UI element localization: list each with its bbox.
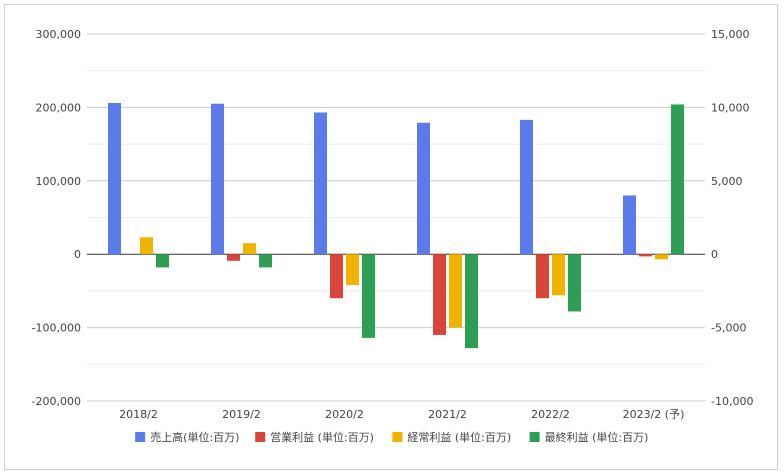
bar [108,102,121,255]
legend-label: 営業利益 (単位:百万) [270,430,374,444]
legend: 売上高(単位:百万) 営業利益 (単位:百万) 経常利益 (単位:百万) 最終利益 (… [135,430,648,444]
bar [156,254,169,268]
left-axis-ticks: -200,000 -100,000 0 100,000 200,000 300,000 [32,28,81,408]
x-tick-label: 2019/2 [222,408,261,421]
bars [108,102,684,349]
right-tick-label: -5,000 [711,322,746,335]
x-tick-label: 2023/2 (予) [623,408,685,421]
x-tick-label: 2021/2 [428,408,467,421]
bar [671,104,684,255]
bar [465,254,478,349]
gridlines [87,33,705,402]
right-tick-label: 5,000 [711,175,743,188]
bar [552,254,565,296]
bar [259,254,272,268]
bar [330,254,343,299]
legend-swatch [255,432,266,442]
x-tick-label: 2018/2 [119,408,158,421]
bar [140,237,153,255]
chart-frame: -200,000 -100,000 0 100,000 200,000 300,000 -… [4,4,778,470]
bar [433,254,446,335]
bar [536,254,549,299]
legend-swatch [392,432,403,442]
bar [211,103,224,255]
left-tick-label: 0 [74,248,81,261]
right-tick-label: 10,000 [711,101,750,114]
left-tick-label: 300,000 [36,28,82,41]
bar [568,254,581,312]
bar [449,254,462,328]
x-tick-label: 2022/2 [531,408,570,421]
right-tick-label: 15,000 [711,28,750,41]
bar [314,112,327,255]
left-tick-label: 200,000 [36,101,82,114]
x-axis-ticks: 2018/2 2019/2 2020/2 2021/2 2022/2 2023/2 (予) [119,408,684,421]
left-tick-label: -100,000 [32,322,81,335]
bar [227,254,240,261]
bar [362,254,375,338]
legend-swatch [529,432,540,442]
bar [243,243,256,255]
left-tick-label: -200,000 [32,395,81,408]
legend-label: 売上高(単位:百万) [150,430,239,444]
legend-label: 経常利益 (単位:百万) [407,430,511,444]
legend-label: 最終利益 (単位:百万) [545,430,649,444]
x-tick-label: 2020/2 [325,408,364,421]
bar [639,254,652,257]
right-axis-ticks: -10,000 -5,000 0 5,000 10,000 15,000 [711,28,753,408]
bar [417,122,430,255]
bar [346,254,359,286]
legend-swatch [135,432,146,442]
right-tick-label: -10,000 [711,395,753,408]
right-tick-label: 0 [711,248,718,261]
bar [655,254,668,260]
bar [520,119,533,255]
bar-chart: -200,000 -100,000 0 100,000 200,000 300,000 -… [32,28,754,444]
bar [623,195,636,255]
left-tick-label: 100,000 [36,175,82,188]
